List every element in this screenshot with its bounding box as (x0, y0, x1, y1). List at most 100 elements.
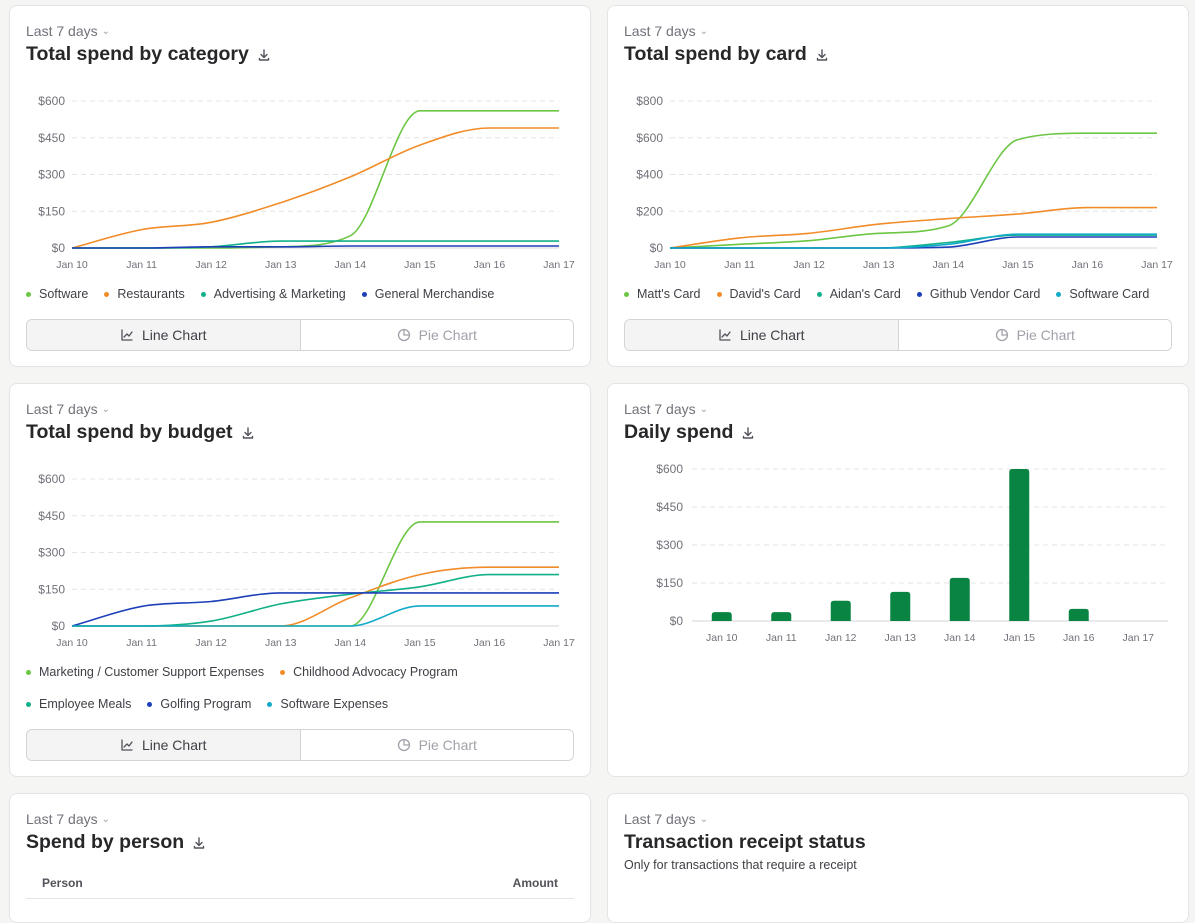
y-tick-label: $450 (38, 509, 65, 523)
legend-item[interactable]: Restaurants (104, 283, 185, 305)
y-tick-label: $600 (656, 462, 683, 476)
series-line[interactable] (669, 132, 1157, 249)
legend-label: Software Card (1069, 287, 1150, 301)
card-title: Transaction receipt status (624, 831, 866, 854)
y-tick-label: $0 (670, 614, 684, 628)
y-tick-label: $150 (38, 582, 65, 596)
legend-item[interactable]: Advertising & Marketing (200, 283, 346, 305)
legend-item[interactable]: Software Card (1056, 283, 1149, 305)
series-line[interactable] (71, 127, 559, 249)
bar[interactable] (830, 600, 851, 621)
download-icon[interactable] (815, 48, 829, 62)
legend-label: Matt's Card (637, 287, 701, 301)
card-title: Total spend by budget (26, 421, 255, 444)
legend-item[interactable]: David's Card (716, 283, 801, 305)
legend: Matt's Card David's Card Aidan's Card Githu… (624, 283, 1184, 305)
line-chart-label: Line Chart (141, 327, 207, 343)
column-header-person[interactable]: Person (42, 876, 83, 890)
legend-label: Childhood Advocacy Program (293, 665, 458, 679)
period-label: Last 7 days (26, 23, 98, 39)
series-line[interactable] (71, 605, 559, 627)
download-icon[interactable] (241, 426, 255, 440)
x-tick-label: Jan 11 (766, 632, 797, 644)
period-dropdown[interactable]: Last 7 days ⌄ (624, 811, 708, 827)
legend-label: David's Card (729, 287, 801, 301)
legend-item[interactable]: Matt's Card (624, 283, 701, 305)
period-label: Last 7 days (624, 23, 696, 39)
series-line[interactable] (669, 233, 1157, 249)
card-spend-by-card: Last 7 days ⌄ Total spend by card $0 $200… (607, 5, 1189, 367)
card-spend-by-budget: Last 7 days ⌄ Total spend by budget $0 $1… (9, 383, 591, 777)
card-daily-spend: Last 7 days ⌄ Daily spend $0 $150 $300 $450… (607, 383, 1189, 777)
y-tick-label: $600 (38, 472, 65, 486)
bar[interactable] (1068, 608, 1089, 621)
x-tick-label: Jan 15 (1002, 259, 1034, 271)
bar[interactable] (1009, 469, 1030, 621)
legend-item[interactable]: Github Vendor Card (916, 283, 1040, 305)
y-tick-label: $400 (636, 168, 663, 182)
legend-item[interactable]: General Merchandise (361, 283, 494, 305)
y-tick-label: $0 (650, 241, 664, 255)
series-line[interactable] (71, 592, 559, 627)
legend-dot-icon (200, 291, 206, 297)
card-spend-by-category: Last 7 days ⌄ Total spend by category $0… (9, 5, 591, 367)
legend-item[interactable]: Software (26, 283, 88, 305)
x-tick-label: Jan 11 (724, 259, 755, 271)
card-title: Daily spend (624, 421, 755, 444)
bar[interactable] (711, 612, 732, 621)
column-header-amount[interactable]: Amount (512, 876, 558, 890)
legend-dot-icon (624, 291, 629, 297)
legend-label: Marketing / Customer Support Expenses (39, 665, 265, 679)
line-chart-tab[interactable]: Line Chart (27, 730, 301, 760)
legend-item[interactable]: Software Expenses (267, 693, 388, 715)
legend-item[interactable]: Marketing / Customer Support Expenses (26, 661, 264, 683)
download-icon[interactable] (257, 48, 271, 62)
line-chart-icon (718, 328, 732, 342)
y-tick-label: $150 (38, 204, 65, 218)
legend-dot-icon (816, 291, 822, 297)
legend-item[interactable]: Golfing Program (147, 693, 251, 715)
y-tick-label: $300 (656, 538, 683, 552)
period-dropdown[interactable]: Last 7 days ⌄ (624, 401, 708, 417)
bar[interactable] (771, 612, 792, 621)
card-title: Spend by person (26, 831, 206, 854)
legend-label: Advertising & Marketing (213, 287, 346, 301)
series-line[interactable] (71, 245, 559, 249)
series-line[interactable] (71, 566, 559, 627)
x-tick-label: Jan 16 (474, 259, 506, 271)
pie-chart-label: Pie Chart (418, 327, 477, 343)
pie-chart-icon (397, 328, 411, 342)
period-label: Last 7 days (624, 811, 696, 827)
period-dropdown[interactable]: Last 7 days ⌄ (26, 23, 110, 39)
download-icon[interactable] (741, 426, 755, 440)
x-tick-label: Jan 10 (706, 632, 738, 644)
series-line[interactable] (71, 109, 560, 249)
line-chart-tab[interactable]: Line Chart (625, 320, 899, 350)
legend-label: Aidan's Card (829, 287, 901, 301)
period-label: Last 7 days (624, 401, 696, 417)
x-tick-label: Jan 10 (654, 259, 686, 271)
pie-chart-tab[interactable]: Pie Chart (898, 320, 1171, 350)
legend-item[interactable]: Aidan's Card (816, 283, 901, 305)
bar[interactable] (949, 577, 970, 621)
bar[interactable] (890, 591, 911, 621)
y-tick-label: $0 (52, 241, 66, 255)
legend-item[interactable]: Childhood Advocacy Program (280, 661, 458, 683)
x-tick-label: Jan 12 (793, 259, 825, 271)
period-dropdown[interactable]: Last 7 days ⌄ (26, 811, 110, 827)
download-icon[interactable] (192, 836, 206, 850)
x-tick-label: Jan 12 (195, 637, 227, 649)
period-dropdown[interactable]: Last 7 days ⌄ (624, 23, 708, 39)
line-chart-tab[interactable]: Line Chart (27, 320, 301, 350)
legend-item[interactable]: Employee Meals (26, 693, 131, 715)
y-tick-label: $300 (38, 546, 65, 560)
legend-dot-icon (26, 669, 31, 675)
pie-chart-tab[interactable]: Pie Chart (300, 320, 573, 350)
period-dropdown[interactable]: Last 7 days ⌄ (26, 401, 110, 417)
card-title-text: Daily spend (624, 421, 734, 443)
series-line[interactable] (71, 573, 559, 627)
pie-chart-tab[interactable]: Pie Chart (300, 730, 573, 760)
card-spend-by-person: Last 7 days ⌄ Spend by person Person Amo… (9, 793, 591, 923)
x-tick-label: Jan 13 (884, 632, 916, 644)
series-line[interactable] (669, 206, 1157, 249)
